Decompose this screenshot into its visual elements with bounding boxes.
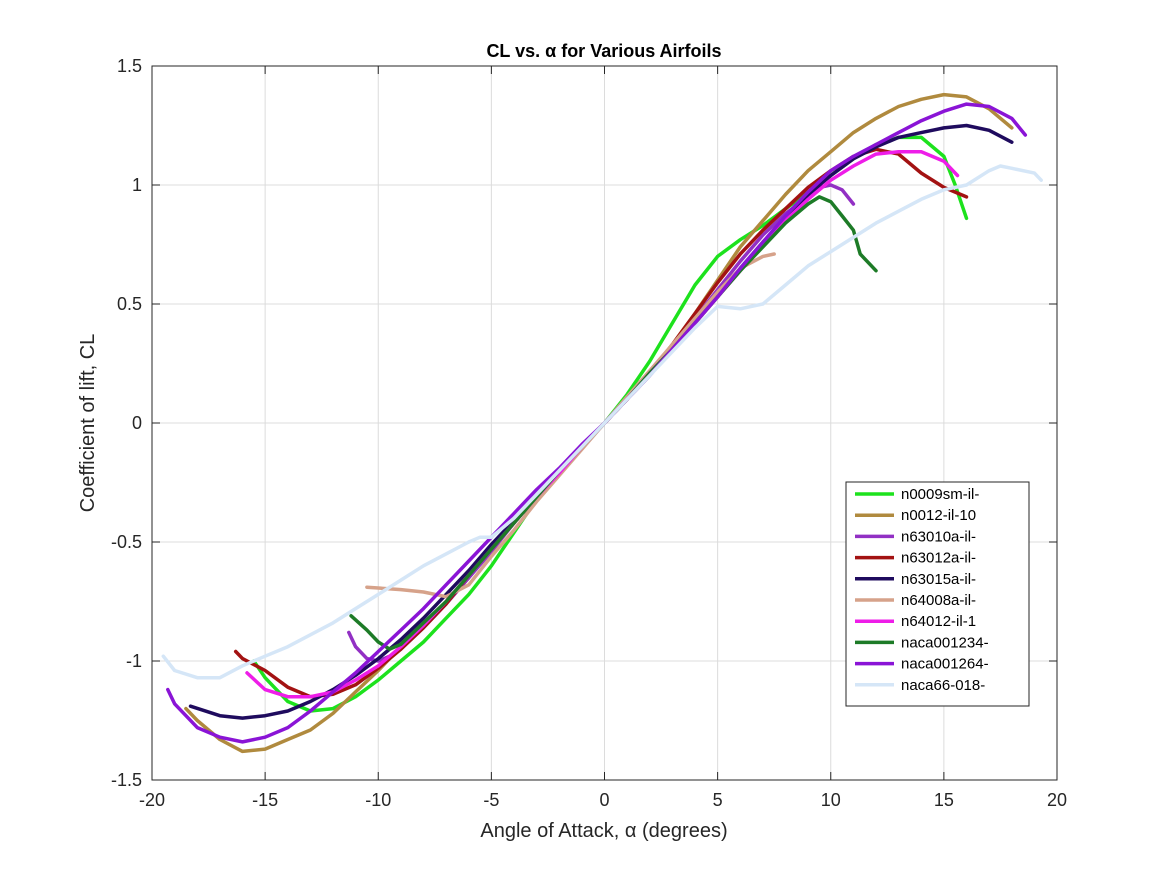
legend-label: naca66-018- — [901, 677, 985, 694]
legend-label: naca001234- — [901, 634, 989, 651]
y-tick-label: 1.5 — [117, 56, 142, 76]
legend-label: n63010a-il- — [901, 528, 976, 545]
legend-label: n0009sm-il- — [901, 486, 979, 503]
y-tick-label: -0.5 — [111, 532, 142, 552]
y-tick-label: 0.5 — [117, 294, 142, 314]
legend-label: n63012a-il- — [901, 550, 976, 567]
series-line-naca66-018- — [161, 164, 1043, 680]
legend-label: n63015a-il- — [901, 571, 976, 588]
legend-label: naca001264- — [901, 656, 989, 673]
y-tick-label: -1.5 — [111, 770, 142, 790]
series-layer — [161, 92, 1043, 754]
x-tick-label: -10 — [365, 790, 391, 810]
x-tick-label: 5 — [713, 790, 723, 810]
x-tick-label: 10 — [821, 790, 841, 810]
y-tick-label: 0 — [132, 413, 142, 433]
x-tick-label: 15 — [934, 790, 954, 810]
legend-label: n0012-il-10 — [901, 507, 976, 524]
legend-box — [845, 481, 1030, 707]
x-tick-label: 0 — [599, 790, 609, 810]
y-tick-label: -1 — [126, 651, 142, 671]
x-tick-label: 20 — [1047, 790, 1067, 810]
x-tick-label: -20 — [139, 790, 165, 810]
x-tick-label: -5 — [483, 790, 499, 810]
ticks: -20 -15 -10 -5 0 5 10 15 20 -1.5 -1 -0.5 0 0.5 1 1.5 — [111, 56, 1067, 810]
y-axis-label: Coefficient of lift, CL — [77, 334, 99, 513]
legend-label: n64008a-il- — [901, 592, 976, 609]
legend-label: n64012-il-1 — [901, 613, 976, 630]
y-tick-label: 1 — [132, 175, 142, 195]
x-axis-label: Angle of Attack, α (degrees) — [480, 820, 727, 842]
chart-title: CL vs. α for Various Airfoils — [486, 41, 721, 61]
x-tick-label: -15 — [252, 790, 278, 810]
legend: n0009sm-il-n0012-il-10 n63010a-il-n63012a… — [845, 481, 1030, 707]
